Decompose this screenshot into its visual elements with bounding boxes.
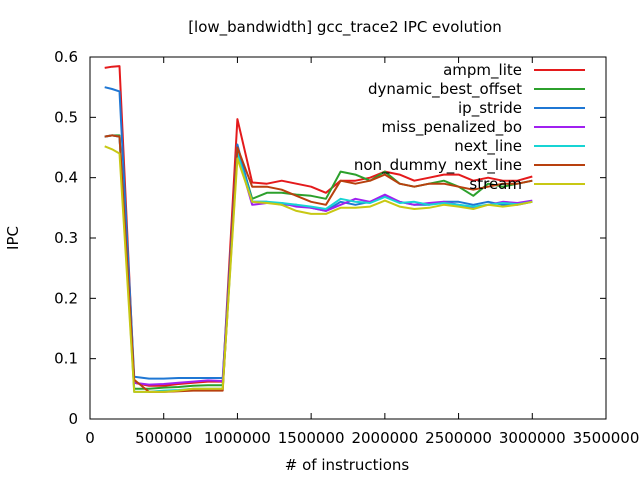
x-tick-label: 1500000 bbox=[278, 429, 345, 447]
y-tick-label: 0 bbox=[68, 410, 78, 428]
legend-label: dynamic_best_offset bbox=[368, 80, 522, 99]
x-tick-label: 0 bbox=[85, 429, 95, 447]
x-tick-label: 2000000 bbox=[351, 429, 418, 447]
x-tick-label: 3000000 bbox=[499, 429, 566, 447]
y-axis-label: IPC bbox=[4, 226, 22, 250]
chart-title: [low_bandwidth] gcc_trace2 IPC evolution bbox=[188, 18, 502, 37]
y-tick-label: 0.1 bbox=[54, 350, 78, 368]
y-tick-label: 0.5 bbox=[54, 108, 78, 126]
series-group bbox=[104, 65, 533, 393]
y-tick-label: 0.4 bbox=[54, 169, 78, 187]
legend-label: non_dummy_next_line bbox=[354, 156, 522, 175]
y-tick-label: 0.2 bbox=[54, 289, 78, 307]
axis-ticks: 0 500000 1000000 1500000 2000000 2500000 30000… bbox=[54, 48, 639, 447]
x-axis-label: # of instructions bbox=[285, 456, 410, 474]
legend-label: stream bbox=[469, 175, 522, 193]
plot-frame bbox=[89, 56, 607, 420]
legend: ampm_litedynamic_best_offsetip_stridemis… bbox=[354, 61, 585, 193]
legend-label: next_line bbox=[454, 137, 522, 156]
series-line-next_line bbox=[104, 134, 533, 393]
x-tick-label: 2500000 bbox=[425, 429, 492, 447]
legend-label: miss_penalized_bo bbox=[381, 118, 522, 137]
legend-label: ip_stride bbox=[458, 99, 522, 118]
y-tick-label: 0.6 bbox=[54, 48, 78, 66]
x-tick-label: 500000 bbox=[135, 429, 192, 447]
x-tick-label: 3500000 bbox=[573, 429, 640, 447]
series-line-stream bbox=[104, 145, 533, 393]
legend-label: ampm_lite bbox=[443, 61, 522, 80]
x-tick-label: 1000000 bbox=[204, 429, 271, 447]
series-line-ampm_lite bbox=[104, 65, 533, 387]
y-tick-label: 0.3 bbox=[54, 229, 78, 247]
